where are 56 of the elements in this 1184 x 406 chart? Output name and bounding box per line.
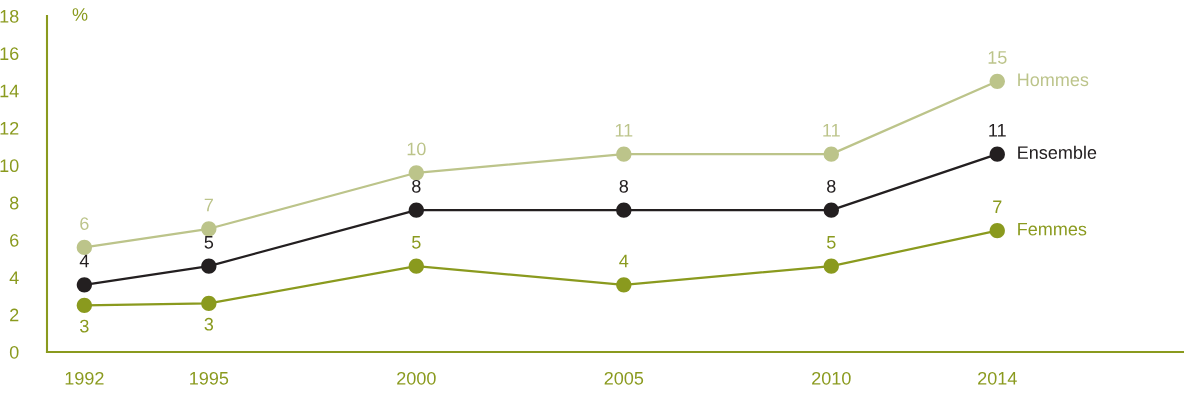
data-label: 4 bbox=[79, 254, 89, 268]
point bbox=[76, 297, 92, 313]
y-tick-label: 14 bbox=[0, 84, 19, 98]
series-label: Ensemble bbox=[1018, 145, 1097, 159]
y-axis-title: % bbox=[72, 8, 88, 21]
point bbox=[989, 223, 1005, 239]
point bbox=[989, 146, 1005, 162]
point bbox=[408, 165, 424, 181]
x-tick-label: 2000 bbox=[397, 371, 436, 385]
point bbox=[201, 221, 217, 237]
data-label: 7 bbox=[993, 200, 1002, 214]
data-label: 5 bbox=[204, 236, 214, 249]
point bbox=[201, 258, 217, 274]
point bbox=[408, 202, 424, 218]
data-label: 15 bbox=[988, 51, 1007, 64]
y-tick-label: 6 bbox=[10, 233, 19, 247]
data-label: 6 bbox=[80, 217, 89, 231]
data-label: 5 bbox=[412, 236, 421, 249]
point bbox=[201, 295, 217, 312]
data-label: 11 bbox=[989, 124, 1006, 137]
data-label: 4 bbox=[619, 254, 629, 268]
data-label: 5 bbox=[826, 236, 836, 249]
data-label: 8 bbox=[619, 179, 629, 193]
series-label: Hommes bbox=[1018, 73, 1089, 87]
data-label: 3 bbox=[204, 317, 214, 331]
point bbox=[823, 146, 839, 162]
data-label: 11 bbox=[823, 124, 840, 137]
point bbox=[408, 258, 424, 274]
point bbox=[823, 258, 839, 274]
series-label: Femmes bbox=[1018, 222, 1087, 236]
x-tick-label: 2014 bbox=[978, 371, 1017, 385]
x-tick-label: 2010 bbox=[812, 371, 851, 385]
point bbox=[616, 202, 632, 218]
point bbox=[823, 202, 839, 218]
x-tick-label: 1995 bbox=[190, 371, 229, 385]
data-label: 8 bbox=[412, 179, 421, 193]
y-tick-label: 18 bbox=[0, 9, 19, 23]
point bbox=[76, 277, 92, 293]
data-label: 10 bbox=[407, 142, 426, 156]
y-tick-label: 8 bbox=[9, 196, 19, 210]
point bbox=[616, 277, 632, 293]
y-tick-label: 4 bbox=[9, 271, 19, 284]
data-label: 8 bbox=[827, 179, 836, 193]
y-tick-label: 0 bbox=[9, 345, 19, 359]
y-tick-label: 16 bbox=[0, 47, 19, 61]
point bbox=[616, 146, 632, 162]
data-label: 7 bbox=[204, 198, 213, 212]
data-label: 3 bbox=[80, 319, 89, 333]
x-tick-label: 1992 bbox=[65, 371, 104, 385]
y-tick-label: 2 bbox=[10, 308, 19, 322]
point bbox=[989, 73, 1005, 89]
point bbox=[76, 239, 92, 256]
y-tick-label: 10 bbox=[0, 159, 19, 173]
y-tick-label: 12 bbox=[0, 121, 19, 135]
x-tick-label: 2005 bbox=[604, 371, 644, 385]
data-label: 11 bbox=[615, 124, 633, 137]
